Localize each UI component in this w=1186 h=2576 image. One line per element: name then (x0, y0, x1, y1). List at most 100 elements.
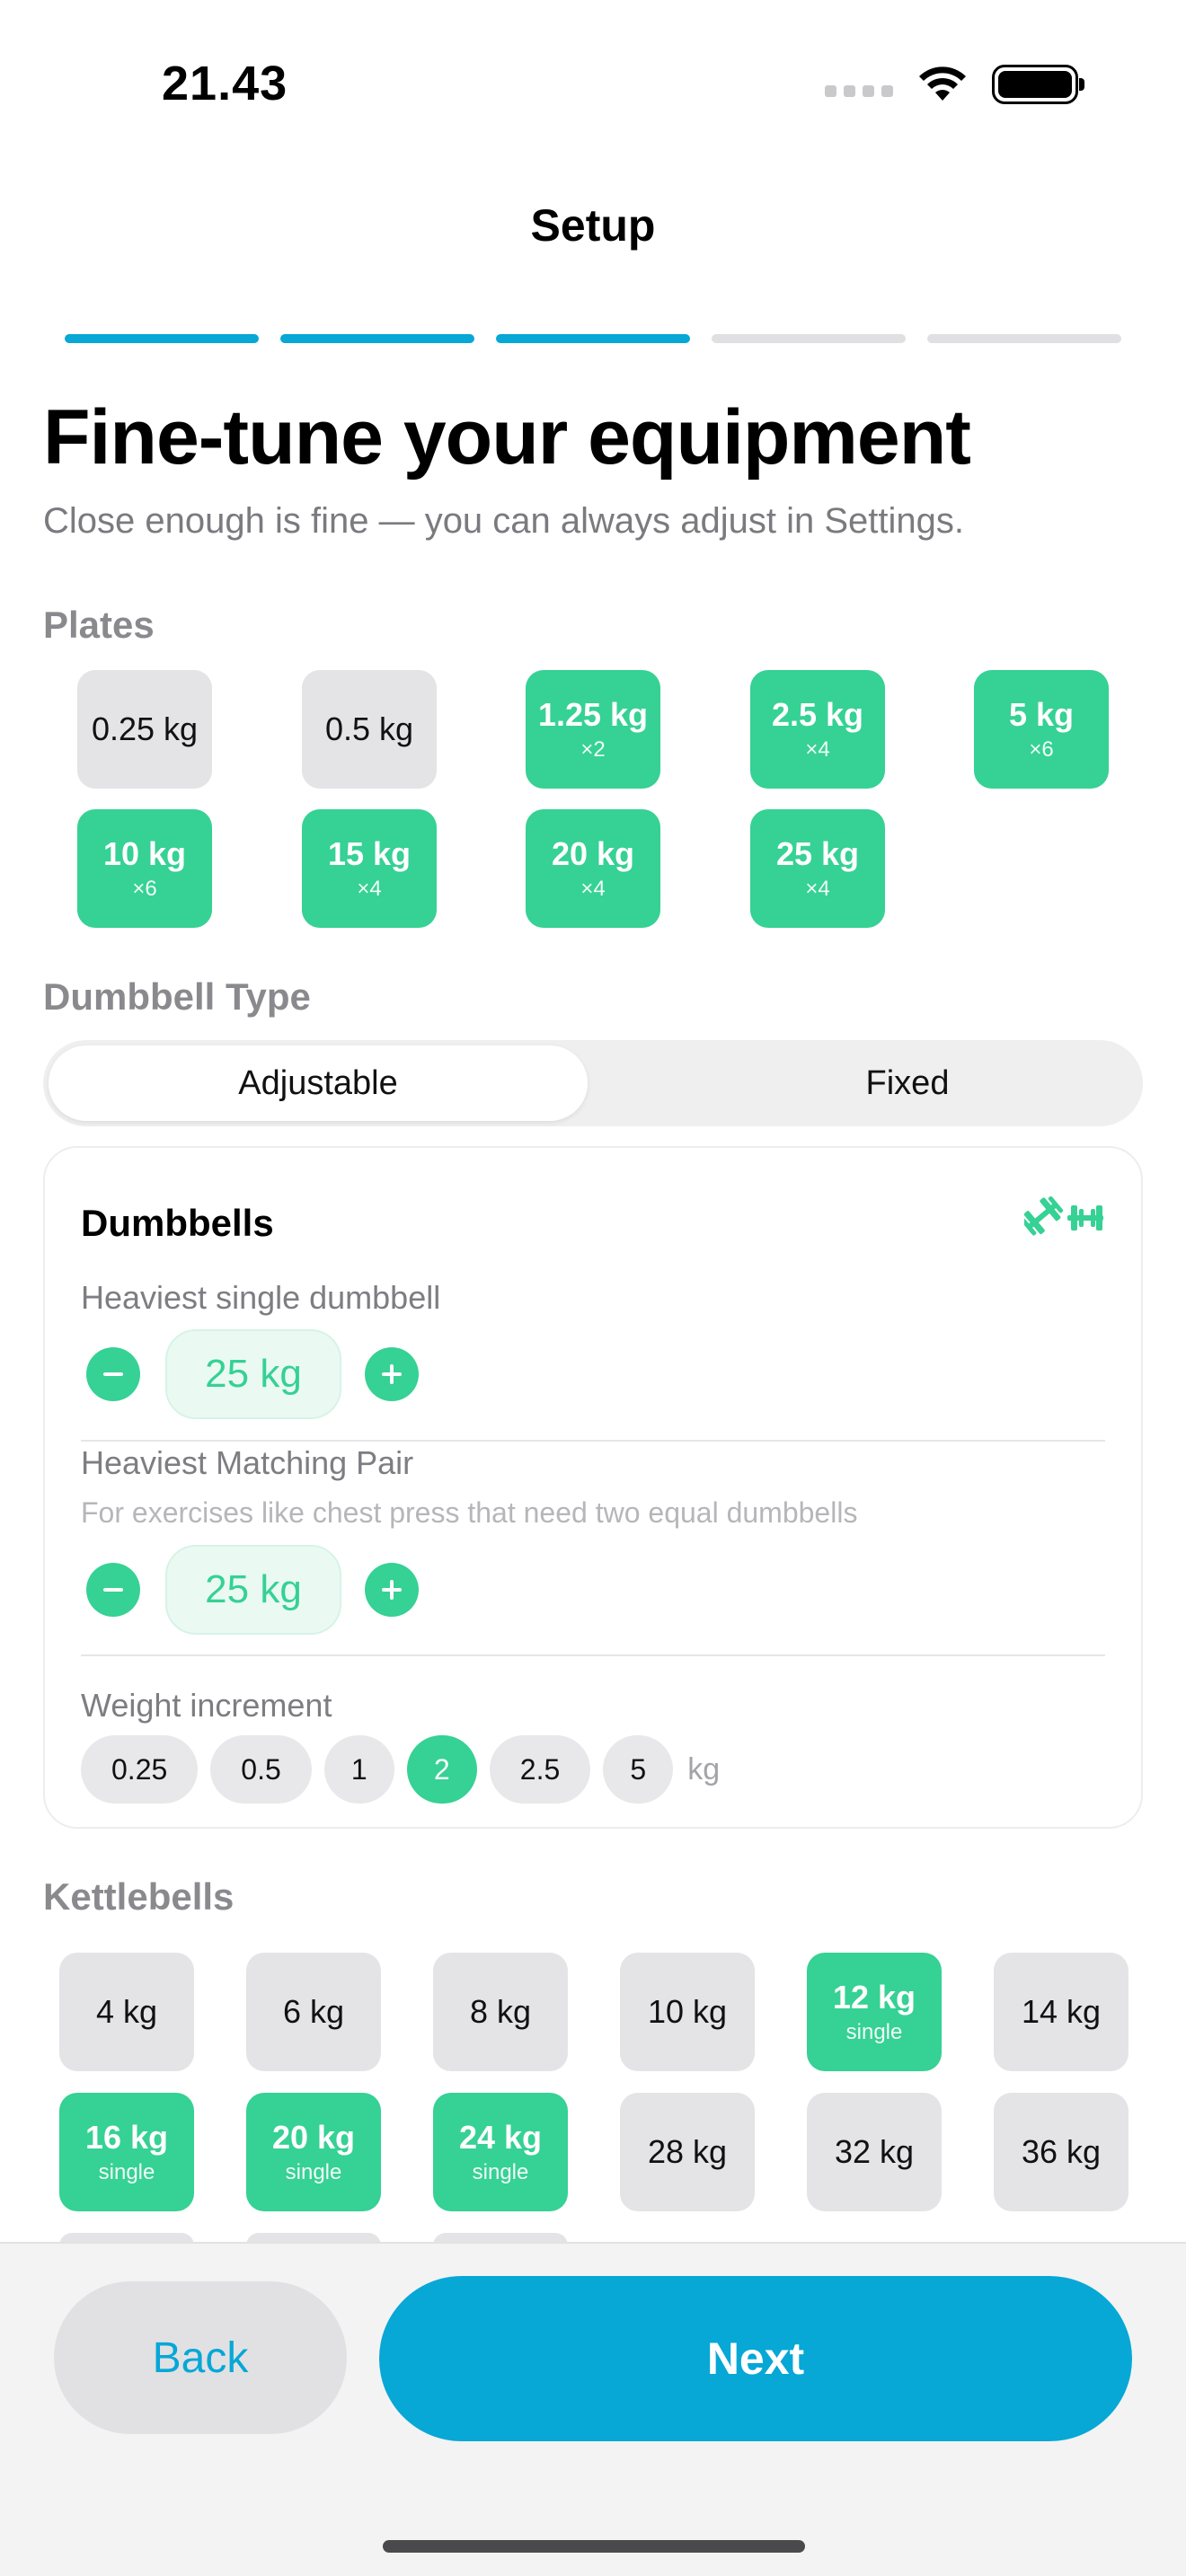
kettlebell-chip[interactable]: 32 kg (807, 2093, 942, 2211)
plate-chip[interactable]: 1.25 kg ×2 (526, 670, 660, 789)
kettlebell-chip[interactable]: 24 kg single (433, 2093, 568, 2211)
kettlebell-chip[interactable]: 36 kg (994, 2093, 1128, 2211)
kettlebell-weight: 10 kg (647, 1993, 728, 2030)
plates-label: Plates (43, 604, 155, 646)
dumbbells-card-title: Dumbbells (81, 1202, 274, 1244)
minus-icon (103, 1372, 123, 1376)
kettlebell-chip[interactable]: 4 kg (59, 1953, 194, 2071)
decrease-pair-button[interactable] (86, 1563, 140, 1617)
bottom-action-bar: Back Next (0, 2242, 1186, 2576)
kettlebell-weight: 28 kg (647, 2133, 728, 2170)
page-heading: Fine-tune your equipment (43, 394, 971, 481)
cellular-signal-icon (825, 84, 893, 97)
progress-step-2 (280, 334, 474, 343)
weight-increment-options: 0.25 0.5 1 2 2.5 5 kg (81, 1735, 720, 1804)
plate-weight: 1.25 kg (537, 696, 649, 733)
heaviest-pair-value: 25 kg (165, 1545, 341, 1635)
home-indicator[interactable] (383, 2540, 805, 2553)
kettlebell-weight: 24 kg (458, 2119, 543, 2156)
plate-weight: 25 kg (775, 835, 860, 872)
plate-weight: 0.5 kg (324, 710, 414, 747)
plate-chip[interactable]: 5 kg ×6 (974, 670, 1109, 789)
kettlebell-chip[interactable]: 12 kg single (807, 1953, 942, 2071)
step-progress (65, 334, 1121, 343)
kettlebell-chip[interactable]: 6 kg (246, 1953, 381, 2071)
plate-count: ×2 (580, 737, 606, 762)
progress-step-5 (927, 334, 1121, 343)
kettlebells-label: Kettlebells (43, 1875, 235, 1918)
dumbbell-type-segmented-control: Adjustable Fixed (43, 1040, 1143, 1126)
plate-count: ×4 (805, 737, 830, 762)
wifi-icon (919, 66, 966, 101)
plate-chip[interactable]: 2.5 kg ×4 (750, 670, 885, 789)
plate-chip[interactable]: 10 kg ×6 (77, 809, 212, 928)
kettlebell-weight: 8 kg (469, 1993, 532, 2030)
plate-chip[interactable]: 0.5 kg (302, 670, 437, 789)
kettlebell-weight: 32 kg (834, 2133, 915, 2170)
dumbbells-card: Dumbbells Heaviest single dumbbell 25 kg… (43, 1146, 1143, 1829)
heaviest-pair-label: Heaviest Matching Pair (81, 1444, 414, 1481)
kettlebell-weight: 6 kg (282, 1993, 345, 2030)
status-time: 21.43 (162, 57, 288, 110)
increment-option[interactable]: 1 (323, 1735, 394, 1804)
kettlebell-count: single (845, 2020, 903, 2044)
plate-count: ×4 (580, 877, 606, 901)
increment-option[interactable]: 5 (603, 1735, 674, 1804)
plate-chip[interactable]: 20 kg ×4 (526, 809, 660, 928)
heaviest-pair-hint: For exercises like chest press that need… (81, 1496, 858, 1529)
increment-option[interactable]: 0.25 (81, 1735, 199, 1804)
heaviest-single-label: Heaviest single dumbbell (81, 1279, 441, 1316)
kettlebell-weight: 14 kg (1021, 1993, 1102, 2030)
plate-weight: 0.25 kg (91, 710, 199, 747)
plate-weight: 5 kg (1008, 696, 1075, 733)
segment-fixed[interactable]: Fixed (865, 1063, 950, 1102)
progress-step-1 (65, 334, 259, 343)
kettlebell-chip[interactable]: 14 kg (994, 1953, 1128, 2071)
kettlebell-count: single (285, 2160, 342, 2184)
plate-count: ×4 (357, 877, 382, 901)
plate-weight: 2.5 kg (771, 696, 864, 733)
plate-count: ×6 (1029, 737, 1054, 762)
page-subtitle: Close enough is fine — you can always ad… (43, 501, 965, 541)
kettlebell-count: single (472, 2160, 529, 2184)
plate-count: ×6 (132, 877, 157, 901)
plate-count: ×4 (805, 877, 830, 901)
increase-single-button[interactable] (365, 1347, 419, 1401)
increment-unit: kg (687, 1751, 721, 1786)
decrease-single-button[interactable] (86, 1347, 140, 1401)
dumbbell-type-label: Dumbbell Type (43, 975, 311, 1018)
increment-option[interactable]: 0.5 (210, 1735, 312, 1804)
plate-weight: 10 kg (102, 835, 187, 872)
back-button[interactable]: Back (54, 2281, 347, 2434)
progress-step-3 (496, 334, 690, 343)
nav-title: Setup (530, 200, 656, 251)
plate-weight: 20 kg (551, 835, 635, 872)
status-icons (825, 65, 1084, 104)
plus-icon (382, 1364, 402, 1384)
increment-option-selected[interactable]: 2 (406, 1735, 477, 1804)
dumbbell-icon (1024, 1195, 1103, 1236)
kettlebell-chip[interactable]: 16 kg single (59, 2093, 194, 2211)
next-button[interactable]: Next (379, 2276, 1132, 2441)
plate-chip[interactable]: 15 kg ×4 (302, 809, 437, 928)
plate-chip[interactable]: 0.25 kg (77, 670, 212, 789)
increment-option[interactable]: 2.5 (489, 1735, 591, 1804)
weight-increment-label: Weight increment (81, 1687, 332, 1724)
heaviest-single-value: 25 kg (165, 1329, 341, 1419)
progress-step-4 (712, 334, 906, 343)
kettlebell-weight: 12 kg (832, 1979, 916, 2016)
plate-chip[interactable]: 25 kg ×4 (750, 809, 885, 928)
divider (81, 1654, 1105, 1656)
plate-weight: 15 kg (327, 835, 412, 872)
kettlebell-chip[interactable]: 10 kg (620, 1953, 755, 2071)
segment-adjustable[interactable]: Adjustable (49, 1045, 588, 1121)
kettlebell-chip[interactable]: 20 kg single (246, 2093, 381, 2211)
kettlebell-weight: 36 kg (1021, 2133, 1102, 2170)
minus-icon (103, 1588, 123, 1592)
kettlebell-weight: 20 kg (271, 2119, 356, 2156)
plus-icon (382, 1580, 402, 1600)
divider (81, 1440, 1105, 1442)
kettlebell-chip[interactable]: 28 kg (620, 2093, 755, 2211)
kettlebell-chip[interactable]: 8 kg (433, 1953, 568, 2071)
increase-pair-button[interactable] (365, 1563, 419, 1617)
